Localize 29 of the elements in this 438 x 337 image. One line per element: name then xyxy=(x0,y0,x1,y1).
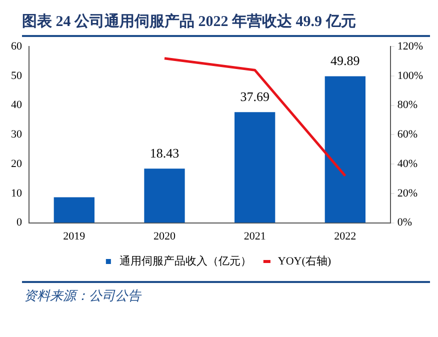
y2-tick-label: 0% xyxy=(397,216,412,229)
bar xyxy=(234,112,276,223)
y-tick-label: 10 xyxy=(11,187,22,200)
y2-tick-label: 20% xyxy=(397,187,418,200)
y2-tick-label: 100% xyxy=(397,70,424,82)
x-tick-label: 2022 xyxy=(334,230,356,242)
y-tick-label: 50 xyxy=(11,70,22,82)
x-tick-label: 2021 xyxy=(244,230,266,242)
data-label: 37.69 xyxy=(240,89,270,104)
data-label: 49.89 xyxy=(330,53,360,68)
y2-tick-label: 80% xyxy=(397,99,418,112)
chart-title: 图表 24 公司通用伺服产品 2022 年营收达 49.9 亿元 xyxy=(21,12,357,32)
y-tick-label: 30 xyxy=(11,128,22,141)
bar xyxy=(54,197,94,223)
data-label: 18.43 xyxy=(150,146,180,161)
legend-label: YOY(右轴) xyxy=(278,254,332,268)
y-tick-label: 0 xyxy=(16,216,22,229)
y-tick-label: 60 xyxy=(11,40,22,52)
x-tick-label: 2020 xyxy=(154,230,176,242)
legend-label: 通用伺服产品收入（亿元） xyxy=(119,254,252,268)
y2-tick-label: 120% xyxy=(397,40,424,52)
x-tick-label: 2019 xyxy=(63,230,86,242)
y2-tick-label: 60% xyxy=(397,128,418,141)
y-tick-label: 40 xyxy=(11,99,22,112)
bar xyxy=(324,76,366,223)
y-tick-label: 20 xyxy=(11,158,22,170)
bar xyxy=(144,168,185,223)
y2-tick-label: 40% xyxy=(397,158,418,170)
text: 资料来源：公司公告 xyxy=(23,287,143,305)
